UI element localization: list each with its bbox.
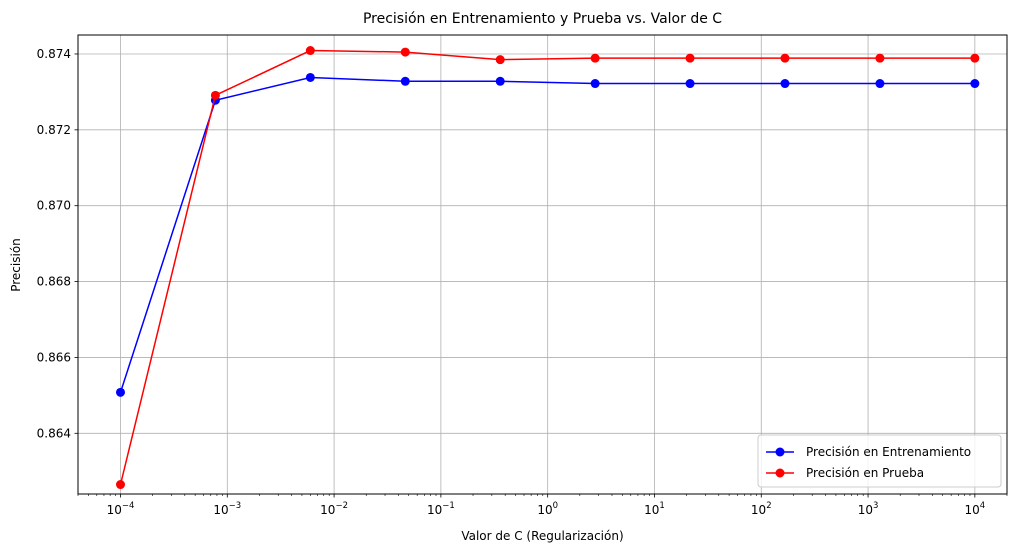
series-line-prueba (119, 49, 975, 485)
x-tick-label: 102 (751, 501, 772, 517)
data-point-prueba (590, 53, 600, 63)
x-tick-label-exponent: 1 (659, 501, 664, 511)
legend: Precisión en Entrenamiento Precisión en … (757, 434, 1002, 488)
y-tick-label: 0.874 (37, 47, 71, 61)
legend-marker-prueba (775, 468, 785, 478)
x-tick-label-base: 10 (213, 503, 228, 517)
x-tick-label: 104 (965, 501, 986, 517)
x-tick-label-exponent: −1 (442, 501, 455, 511)
data-point-prueba (875, 53, 885, 63)
data-point-entrenamiento (495, 76, 505, 86)
ticks: 10−4 10−3 10−2 10−1 100 101 102 103 1040.8640.86… (37, 47, 1008, 517)
y-tick-label: 0.868 (37, 275, 71, 289)
y-tick-label: 0.864 (37, 426, 71, 440)
x-axis-label: Valor de C (Regularización) (461, 529, 623, 543)
data-point-entrenamiento (685, 79, 695, 89)
y-tick-label: 0.872 (37, 123, 71, 137)
data-point-entrenamiento (875, 79, 885, 89)
data-point-prueba (305, 46, 315, 56)
x-tick-label: 10−2 (320, 501, 348, 517)
x-tick-label: 101 (644, 501, 665, 517)
data-point-prueba (495, 55, 505, 65)
x-tick-label-base: 10 (858, 503, 873, 517)
x-tick-label-base: 10 (320, 503, 335, 517)
data-point-prueba (400, 47, 410, 57)
x-tick-label-base: 10 (751, 503, 766, 517)
x-tick-label-base: 10 (965, 503, 980, 517)
x-tick-label-exponent: −3 (229, 501, 242, 511)
grid (78, 35, 1007, 494)
x-tick-label-exponent: 4 (980, 501, 985, 511)
y-tick-label: 0.870 (37, 199, 71, 213)
data-point-entrenamiento (400, 76, 410, 86)
x-tick-label: 10−1 (427, 501, 455, 517)
x-tick-label-exponent: 2 (766, 501, 771, 511)
x-tick-label-base: 10 (107, 503, 122, 517)
data-point-prueba (115, 480, 125, 490)
x-tick-label-base: 10 (644, 503, 659, 517)
x-tick-label-exponent: −4 (122, 501, 135, 511)
data-point-prueba (210, 90, 220, 100)
legend-label-prueba: Precisión en Prueba (806, 466, 924, 480)
y-axis-label: Precisión (9, 238, 23, 292)
x-tick-label: 103 (858, 501, 879, 517)
data-point-entrenamiento (590, 79, 600, 89)
legend-box (757, 434, 1002, 488)
legend-marker-entrenamiento (775, 447, 785, 457)
data-point-prueba (970, 53, 980, 63)
series-line-entrenamiento (119, 76, 975, 393)
x-tick-label-exponent: −2 (335, 501, 348, 511)
legend-label-entrenamiento: Precisión en Entrenamiento (806, 445, 971, 459)
chart-title: Precisión en Entrenamiento y Prueba vs. … (363, 11, 722, 27)
x-tick-label-base: 10 (537, 503, 552, 517)
series-layer (115, 46, 980, 490)
y-tick-label: 0.866 (37, 350, 71, 364)
x-tick-label-exponent: 0 (553, 501, 558, 511)
data-point-entrenamiento (305, 72, 315, 82)
data-point-prueba (685, 53, 695, 63)
x-tick-label: 10−3 (213, 501, 241, 517)
x-tick-label-base: 10 (427, 503, 442, 517)
data-point-entrenamiento (780, 79, 790, 89)
data-point-entrenamiento (115, 387, 125, 397)
x-tick-label: 10−4 (107, 501, 135, 517)
x-tick-label-exponent: 3 (873, 501, 878, 511)
x-tick-label: 100 (537, 501, 558, 517)
data-point-prueba (780, 53, 790, 63)
data-point-entrenamiento (970, 79, 980, 89)
